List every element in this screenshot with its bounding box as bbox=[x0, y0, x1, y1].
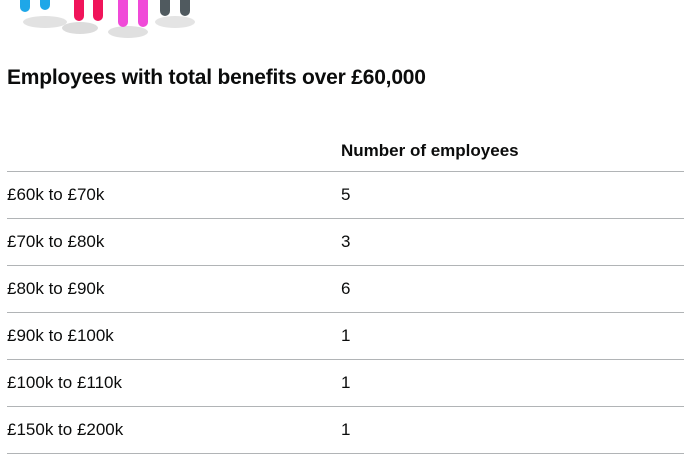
count-cell: 1 bbox=[341, 359, 684, 407]
table-row: £90k to £100k 1 bbox=[7, 312, 684, 360]
band-cell: £80k to £90k bbox=[7, 265, 341, 313]
header-cell bbox=[7, 130, 341, 172]
band-cell: £60k to £70k bbox=[7, 171, 341, 219]
band-cell: £100k to £110k bbox=[7, 359, 341, 407]
band-cell: £90k to £100k bbox=[7, 312, 341, 360]
count-cell: 3 bbox=[341, 218, 684, 266]
decorative-illustration bbox=[20, 0, 195, 38]
count-cell: 5 bbox=[341, 171, 684, 219]
table-body: £60k to £70k 5 £70k to £80k 3 £80k to £90k 6 £… bbox=[7, 171, 684, 454]
table-row: £100k to £110k 1 bbox=[7, 359, 684, 407]
table-row: £150k to £200k 1 bbox=[7, 406, 684, 454]
count-cell: 6 bbox=[341, 265, 684, 313]
band-cell: £150k to £200k bbox=[7, 406, 341, 454]
benefits-table: Number of employees £60k to £70k 5 £70k to… bbox=[7, 130, 684, 454]
band-cell: £70k to £80k bbox=[7, 218, 341, 266]
count-cell: 1 bbox=[341, 406, 684, 454]
count-cell: 1 bbox=[341, 312, 684, 360]
table-row: £70k to £80k 3 bbox=[7, 218, 684, 266]
table-row: £80k to £90k 6 bbox=[7, 265, 684, 313]
heading: Employees with total benefits over £60,0… bbox=[7, 66, 426, 89]
header-row: Number of employees bbox=[7, 130, 684, 172]
header-cell: Number of employees bbox=[341, 130, 684, 172]
table-row: £60k to £70k 5 bbox=[7, 171, 684, 219]
